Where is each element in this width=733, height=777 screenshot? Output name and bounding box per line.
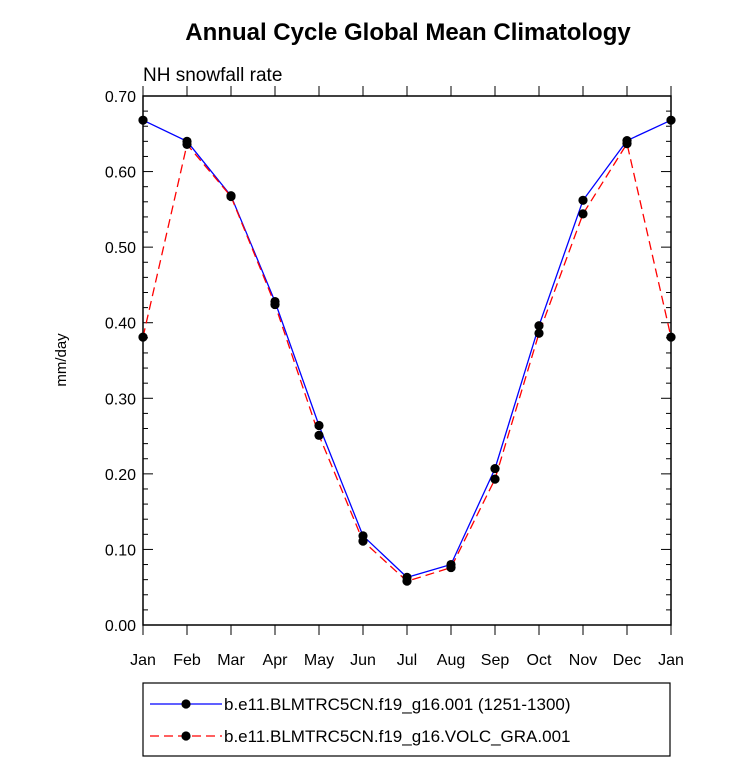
y-axis-label: mm/day xyxy=(53,333,70,387)
series-1-point xyxy=(578,195,588,205)
series-1-point xyxy=(490,463,500,474)
plot-frame xyxy=(142,95,672,626)
series-2-point xyxy=(314,430,324,440)
legend-marker-2 xyxy=(181,731,191,741)
series-2-point xyxy=(402,576,412,586)
series-points xyxy=(138,115,676,586)
x-tick-label: Feb xyxy=(173,652,201,669)
legend-marker-1 xyxy=(181,699,191,709)
series-2-point xyxy=(226,191,236,202)
legend: b.e11.BLMTRC5CN.f19_g16.001 (1251-1300) b… xyxy=(150,695,571,746)
y-tick-label: 0.20 xyxy=(105,467,136,484)
y-tick-label: 0.50 xyxy=(105,240,136,257)
series-2-point xyxy=(358,536,368,546)
series-2-point xyxy=(534,328,544,338)
x-tick-label: Apr xyxy=(263,652,289,669)
x-tick-label: Aug xyxy=(437,652,465,669)
x-tick-labels: Jan Feb Mar Apr May Jun Jul Aug Sep Oct Nov Dec Jan xyxy=(130,652,684,669)
series-1-point xyxy=(314,420,324,431)
x-tick-label: Jan xyxy=(130,652,156,669)
y-tick-label: 0.60 xyxy=(105,165,136,182)
series-2-point xyxy=(490,474,500,484)
x-tick-label: Nov xyxy=(569,652,597,669)
series-2-point xyxy=(622,139,632,149)
x-tick-label: Mar xyxy=(217,652,245,669)
legend-label-1: b.e11.BLMTRC5CN.f19_g16.001 (1251-1300) xyxy=(224,695,571,714)
chart-title: Annual Cycle Global Mean Climatology xyxy=(185,19,631,46)
y-tick-label: 0.00 xyxy=(105,618,136,635)
x-tick-label: Sep xyxy=(481,652,510,669)
x-tick-label: Oct xyxy=(527,652,552,669)
x-tick-label: Jan xyxy=(658,652,684,669)
series-2-point xyxy=(578,209,588,219)
x-tick-label: Dec xyxy=(613,652,641,669)
legend-label-2: b.e11.BLMTRC5CN.f19_g16.VOLC_GRA.001 xyxy=(224,727,570,746)
chart-subtitle: NH snowfall rate xyxy=(143,65,282,86)
x-tick-label: Jul xyxy=(397,652,417,669)
axis-ticks xyxy=(142,86,672,635)
series-line-2 xyxy=(142,141,672,582)
y-tick-labels: 0.00 0.10 0.20 0.30 0.40 0.50 0.60 0.70 xyxy=(105,89,136,635)
series-2-point xyxy=(138,332,148,342)
series-lines xyxy=(142,119,672,582)
series-1-point xyxy=(534,321,544,331)
y-tick-label: 0.70 xyxy=(105,89,136,106)
series-1-point xyxy=(666,115,676,125)
y-tick-label: 0.30 xyxy=(105,391,136,408)
series-2-point xyxy=(666,332,676,342)
series-line-1 xyxy=(142,119,672,579)
x-tick-label: May xyxy=(304,652,334,669)
y-tick-label: 0.10 xyxy=(105,542,136,559)
series-2-point xyxy=(182,139,192,149)
y-tick-label: 0.40 xyxy=(105,316,136,333)
series-2-point xyxy=(270,299,280,310)
series-2-point xyxy=(446,562,456,573)
legend-box xyxy=(142,682,671,757)
x-tick-label: Jun xyxy=(350,652,376,669)
series-1-point xyxy=(138,115,148,125)
